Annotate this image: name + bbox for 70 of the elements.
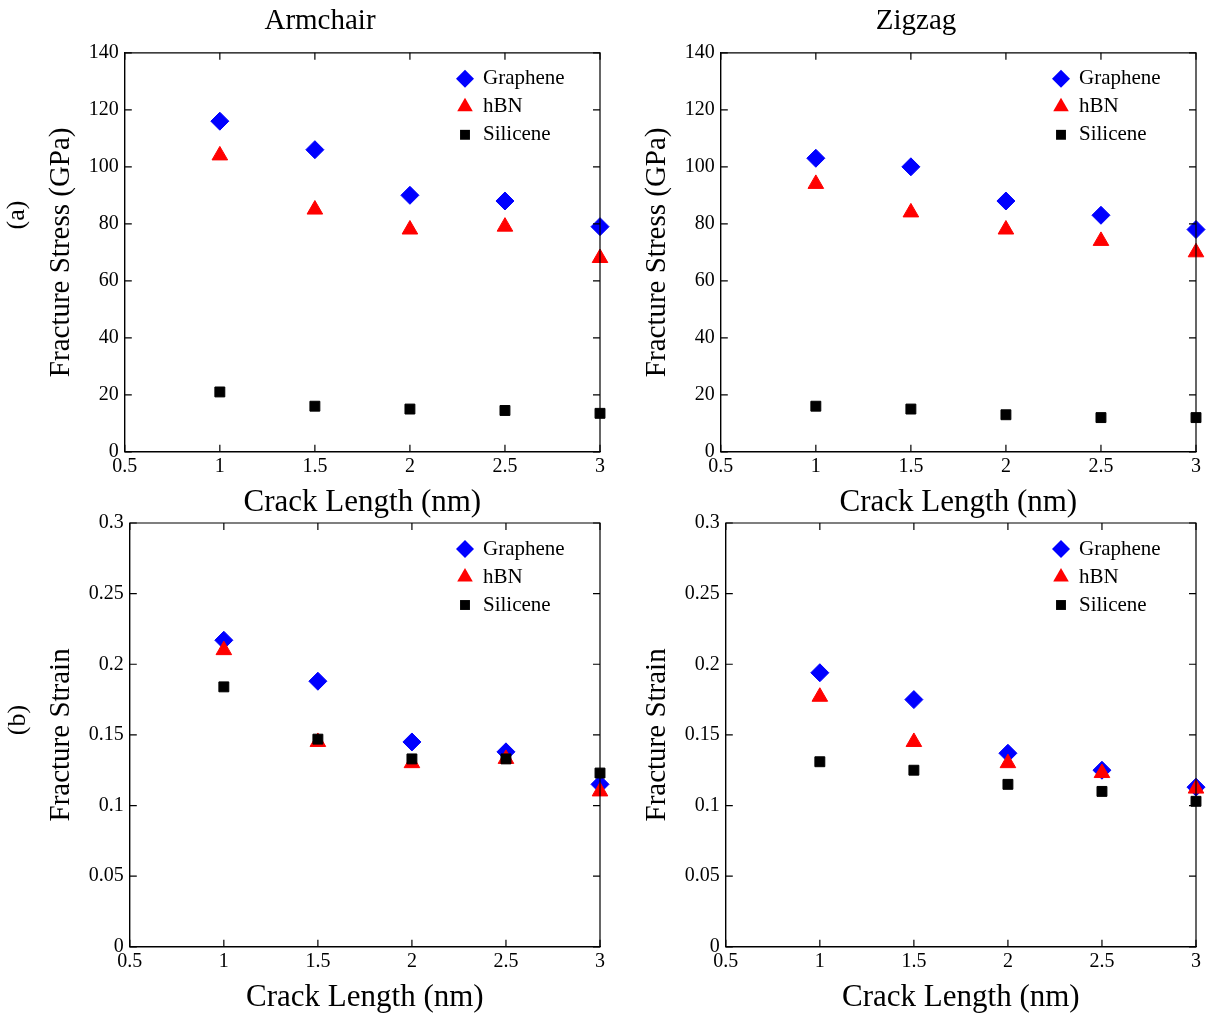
y-tick-label: 0.15 (88, 722, 124, 745)
x-tick-label: 2 (406, 949, 417, 972)
legend-label: Silicene (1079, 591, 1147, 616)
legend-label: hBN (1079, 563, 1119, 588)
y-tick-label: 0.3 (98, 510, 124, 533)
x-tick-label: 1 (810, 454, 821, 477)
x-axis-title: Crack Length (nm) (842, 977, 1080, 1013)
x-tick-label: 2.5 (1088, 454, 1114, 477)
x-tick-label: 1.5 (901, 949, 927, 972)
y-tick-label: 100 (88, 154, 119, 177)
x-tick-label: 3 (1191, 454, 1201, 477)
legend-label: hBN (1079, 93, 1119, 118)
y-tick-label: 140 (88, 40, 119, 63)
y-axis-title: Fracture Strain (43, 647, 76, 822)
legend-label: Graphene (483, 65, 565, 90)
y-tick-label: 120 (88, 97, 119, 120)
x-tick-label: 1 (218, 949, 229, 972)
x-tick-label: 2 (1000, 454, 1011, 477)
y-tick-label: 0.05 (684, 863, 720, 886)
x-tick-label: 3 (1191, 949, 1201, 972)
y-tick-label: 80 (694, 211, 715, 234)
x-tick-label: 2.5 (493, 949, 519, 972)
y-axis-title: Fracture Strain (639, 647, 672, 822)
y-tick-label: 0.05 (88, 863, 124, 886)
legend-label: Silicene (483, 121, 551, 146)
x-tick-label: 1.5 (302, 454, 328, 477)
x-tick-label: 1.5 (898, 454, 924, 477)
x-axis-title: Crack Length (nm) (243, 482, 482, 518)
x-axis-title: Crack Length (nm) (839, 482, 1078, 518)
x-tick-label: 3 (595, 949, 605, 972)
x-tick-label: 1.5 (305, 949, 331, 972)
legend-label: Graphene (1079, 65, 1161, 90)
text: (a) (1, 200, 32, 230)
x-tick-label: 2.5 (492, 454, 518, 477)
chart-title: Zigzag (875, 3, 957, 36)
legend-label: hBN (483, 563, 523, 588)
y-tick-label: 20 (98, 382, 119, 405)
y-tick-label: 20 (694, 382, 715, 405)
x-axis-title: Crack Length (nm) (246, 977, 484, 1013)
y-tick-label: 0.25 (88, 580, 124, 603)
y-tick-label: 0.15 (684, 722, 720, 745)
y-tick-label: 40 (98, 325, 119, 348)
y-tick-label: 60 (694, 268, 715, 291)
x-tick-label: 1 (814, 949, 825, 972)
x-tick-label: 2 (1002, 949, 1013, 972)
legend-label: Silicene (483, 591, 551, 616)
y-tick-label: 0.1 (694, 792, 720, 815)
legend-label: Silicene (1079, 121, 1147, 146)
y-axis-title: Fracture Stress (GPa) (43, 127, 77, 378)
y-tick-label: 140 (684, 40, 715, 63)
x-tick-label: 3 (595, 454, 605, 477)
y-tick-label: 120 (684, 97, 715, 120)
x-tick-label: 2 (404, 454, 415, 477)
legend-label: hBN (483, 93, 523, 118)
y-tick-label: 0.25 (684, 580, 720, 603)
y-tick-label: 60 (98, 268, 119, 291)
y-axis-title: Fracture Stress (GPa) (639, 127, 673, 378)
chart-title: Armchair (264, 3, 376, 36)
y-tick-label: 0.1 (98, 792, 124, 815)
x-tick-label: 2.5 (1089, 949, 1115, 972)
legend-label: Graphene (483, 535, 565, 560)
y-tick-label: 0.2 (694, 651, 720, 674)
y-tick-label: 0.2 (98, 651, 124, 674)
y-tick-label: 40 (694, 325, 715, 348)
text: (b) (2, 704, 33, 736)
legend-label: Graphene (1079, 535, 1161, 560)
y-tick-label: 80 (98, 211, 119, 234)
y-tick-label: 0.3 (694, 510, 720, 533)
y-tick-label: 100 (684, 154, 715, 177)
x-tick-label: 1 (214, 454, 225, 477)
